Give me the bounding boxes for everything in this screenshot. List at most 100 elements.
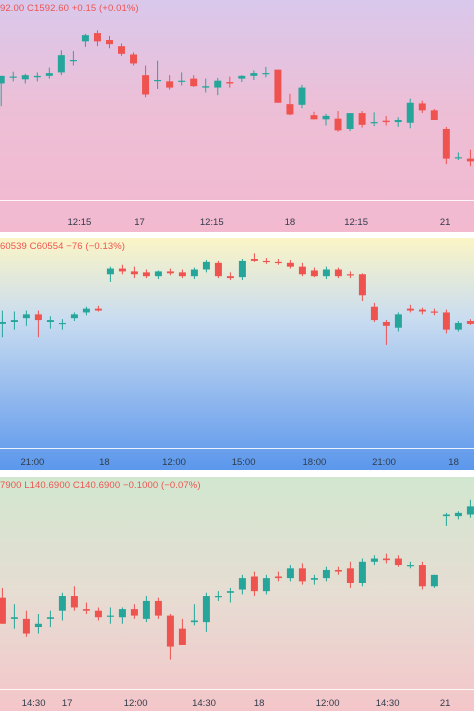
candle: [70, 312, 78, 322]
candle: [430, 108, 438, 120]
candle-body: [178, 80, 186, 82]
candle-body: [0, 322, 6, 324]
candle-body: [382, 322, 390, 326]
candle: [22, 310, 30, 326]
candle: [382, 115, 390, 126]
candle-body: [370, 558, 378, 562]
candle: [46, 610, 54, 628]
candle: [130, 52, 138, 66]
candle: [430, 574, 438, 588]
candle: [394, 117, 402, 127]
time-axis-tick-label: 12:15: [199, 217, 224, 228]
candle-body: [214, 596, 222, 598]
time-axis-tick-label: 12:00: [162, 457, 186, 468]
candlestick-plot[interactable]: [0, 0, 474, 200]
candle-body: [118, 609, 126, 618]
candle: [178, 269, 186, 279]
candle-body: [310, 115, 318, 120]
candle-body: [322, 115, 330, 120]
candle-body: [190, 269, 198, 277]
candle: [69, 51, 77, 66]
candle-body: [442, 312, 450, 330]
time-axis-tick-label: 21:00: [20, 457, 45, 468]
candle-body: [454, 322, 462, 330]
candle: [226, 272, 234, 280]
time-axis-tick-label: 18: [253, 698, 265, 709]
candle: [346, 561, 354, 588]
candle: [430, 308, 438, 316]
candle: [322, 566, 330, 582]
candle-body: [334, 269, 342, 277]
candle: [226, 587, 234, 603]
candle: [250, 70, 258, 80]
candle: [0, 75, 5, 107]
candle: [370, 302, 378, 322]
candle: [466, 149, 474, 167]
candle-body: [286, 262, 294, 267]
time-axis-tick-label: 18: [99, 457, 110, 468]
candle-body: [21, 75, 29, 80]
candle: [45, 67, 53, 79]
candle: [214, 591, 222, 601]
candle-body: [154, 271, 162, 277]
candle: [262, 258, 270, 264]
candle-body: [118, 268, 126, 272]
candle-body: [418, 565, 426, 587]
candle-body: [250, 73, 258, 76]
candle-body: [334, 569, 342, 572]
candle-body: [238, 578, 246, 590]
candle: [418, 307, 426, 315]
candle-body: [226, 82, 234, 84]
candle-body: [274, 261, 282, 264]
candle-body: [106, 268, 114, 275]
candle: [33, 72, 41, 82]
candle-body: [262, 260, 270, 263]
candle-body: [70, 596, 78, 608]
candle: [81, 33, 89, 47]
candle-body: [454, 512, 462, 517]
candle: [286, 565, 294, 582]
time-axis-tick-label: 21: [439, 698, 451, 709]
time-axis-tick-label: 14:30: [21, 698, 46, 709]
candle: [418, 561, 426, 590]
candle-body: [190, 620, 198, 623]
time-axis-divider: [0, 200, 474, 201]
candle: [166, 268, 174, 276]
candle-body: [430, 574, 438, 587]
candle: [190, 604, 198, 626]
candle-body: [370, 306, 378, 321]
candle-body: [166, 81, 174, 88]
time-axis-divider: [0, 448, 474, 449]
candle-body: [358, 113, 366, 125]
candle-body: [34, 314, 42, 321]
candle-body: [226, 276, 234, 279]
candle: [0, 310, 6, 338]
candle-body: [33, 75, 41, 78]
candle-body: [105, 40, 113, 45]
candle: [190, 75, 198, 87]
candle: [118, 607, 126, 624]
candle: [298, 262, 306, 277]
candle-body: [69, 60, 77, 62]
candle-body: [274, 576, 282, 579]
time-axis-tick-label: 18: [448, 457, 459, 468]
candle: [9, 71, 17, 82]
candle-body: [466, 506, 474, 515]
candle: [58, 319, 66, 330]
time-axis-tick-label: 17: [134, 217, 145, 228]
candle-body: [106, 615, 114, 617]
candle: [166, 75, 174, 90]
candle-body: [0, 597, 6, 624]
candle: [202, 259, 210, 273]
candle-body: [346, 113, 354, 129]
candle-body: [142, 272, 150, 277]
candlestick-plot[interactable]: [0, 238, 474, 448]
candle-body: [202, 261, 210, 270]
candle-body: [346, 568, 354, 583]
candle-body: [250, 576, 258, 592]
candle-body: [442, 514, 450, 517]
candlestick-plot[interactable]: [0, 477, 474, 689]
candle-body: [466, 158, 474, 162]
candle: [154, 597, 162, 619]
candle-body: [394, 120, 402, 123]
